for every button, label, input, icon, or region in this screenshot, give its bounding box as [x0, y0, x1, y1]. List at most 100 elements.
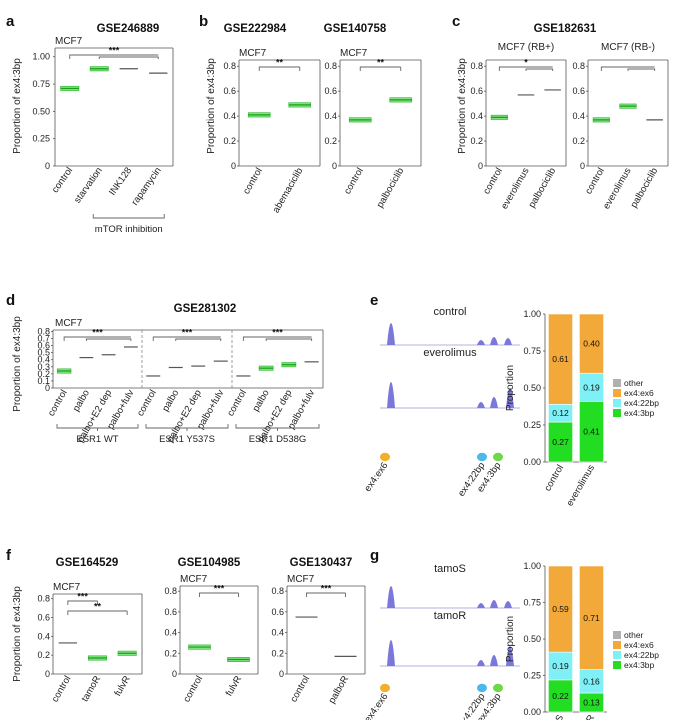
significance-label: *** [272, 328, 283, 338]
legend-swatch [613, 389, 621, 397]
segment-value-label: 0.16 [583, 676, 600, 686]
category-label: control [241, 166, 265, 196]
segment-value-label: 0.22 [552, 691, 569, 701]
cell-line-label: MCF7 [287, 574, 315, 585]
category-label: fulvR [224, 674, 244, 698]
y-tick-label: 0.75 [523, 598, 541, 608]
significance-bracket [152, 336, 221, 341]
category-label: abemaciclib [271, 166, 306, 215]
category-label: control [583, 166, 607, 196]
coverage-peak [490, 600, 498, 608]
y-tick-label: 0.3 [37, 362, 50, 372]
coverage-peak [477, 402, 485, 408]
segment-value-label: 0.27 [552, 437, 569, 447]
y-tick-label: 0.7 [37, 333, 50, 343]
significance-bracket [258, 66, 300, 71]
y-axis-label: Proportion [505, 616, 516, 662]
panel-f: f GSE164529 GSE104985 GSE130437 Proportion o… [6, 547, 366, 706]
cell-line-label: MCF7 [55, 318, 83, 329]
y-tick-label: 0.2 [223, 136, 236, 146]
legend-label: other [624, 630, 644, 640]
legend-label: other [624, 378, 644, 388]
cell-line-label: MCF7 [180, 574, 208, 585]
category-label: starvation [72, 165, 105, 205]
coverage-peak [387, 382, 395, 408]
legend-swatch [613, 641, 621, 649]
y-tick-label: 0.75 [32, 79, 50, 89]
y-tick-label: 0.6 [223, 86, 236, 96]
cell-line-label: MCF7 [55, 36, 83, 47]
y-tick-label: 0.2 [37, 369, 50, 379]
y-tick-label: 0.6 [164, 607, 177, 617]
dataset-title: GSE130437 [290, 557, 353, 569]
category-label: everolimus [565, 463, 598, 508]
y-tick-label: 0.4 [37, 631, 50, 641]
significance-bracket [85, 338, 132, 341]
legend-label: ex4:22bp [624, 398, 659, 408]
segment-value-label: 0.12 [552, 408, 569, 418]
stacked-segment [579, 565, 604, 670]
dataset-title: GSE222984 [224, 23, 287, 35]
category-label: palbociclib [527, 166, 559, 210]
group-bracket [235, 424, 320, 429]
cell-line-label: MCF7 (RB+) [498, 42, 554, 53]
category-label: palbociclib [629, 166, 661, 210]
dataset-title: GSE182631 [534, 23, 597, 35]
segment-value-label: 0.19 [552, 661, 569, 671]
y-tick-label: 0 [231, 161, 236, 171]
category-label: fulvR [112, 674, 132, 698]
y-tick-label: 0 [45, 383, 50, 393]
category-label: tamoR [574, 713, 598, 720]
y-tick-label: 0.4 [164, 628, 177, 638]
significance-bracket [67, 610, 128, 615]
dataset-title: GSE281302 [174, 303, 237, 315]
significance-bracket [63, 336, 131, 341]
category-label: tamoR [80, 674, 104, 704]
dataset-title: GSE104985 [178, 557, 241, 569]
y-axis-label: Proportion [505, 365, 516, 411]
junction-marker [380, 683, 390, 693]
significance-label: *** [92, 328, 103, 338]
significance-bracket [525, 68, 554, 71]
stacked-segment [579, 401, 604, 463]
y-tick-label: 0.8 [271, 586, 284, 596]
segment-value-label: 0.13 [583, 698, 600, 708]
y-axis-label: Proportion of ex4:3bp [12, 58, 23, 154]
category-label: control [50, 674, 74, 704]
significance-bracket [242, 336, 312, 341]
category-label: palbo [251, 388, 272, 414]
category-label: tamoS [543, 713, 566, 720]
category-label: palbo [160, 388, 181, 414]
group-bracket [56, 424, 139, 429]
significance-bracket [627, 68, 656, 71]
category-label: control [542, 463, 566, 493]
coverage-peak [506, 388, 514, 408]
junction-marker [493, 452, 503, 462]
category-label: palbociclib [375, 166, 407, 210]
significance-bracket [265, 338, 313, 341]
y-tick-label: 0 [45, 161, 50, 171]
legend-label: ex4:ex6 [624, 388, 654, 398]
stacked-segment [548, 651, 573, 681]
significance-label: *** [77, 592, 88, 602]
y-tick-label: 0.6 [37, 613, 50, 623]
legend-swatch [613, 399, 621, 407]
stacked-segment [548, 679, 573, 713]
legend-swatch [613, 409, 621, 417]
legend-swatch [613, 661, 621, 669]
significance-bracket [98, 56, 159, 59]
group-label: ESR1 WT [76, 434, 118, 445]
y-tick-label: 0.8 [572, 61, 585, 71]
y-tick-label: 0.2 [572, 136, 585, 146]
segment-value-label: 0.71 [583, 613, 600, 623]
y-tick-label: 0.6 [470, 86, 483, 96]
significance-label: ** [377, 58, 385, 68]
junction-label: ex4:ex6 [362, 460, 390, 494]
category-label: control [50, 165, 75, 195]
coverage-peak [477, 340, 485, 345]
